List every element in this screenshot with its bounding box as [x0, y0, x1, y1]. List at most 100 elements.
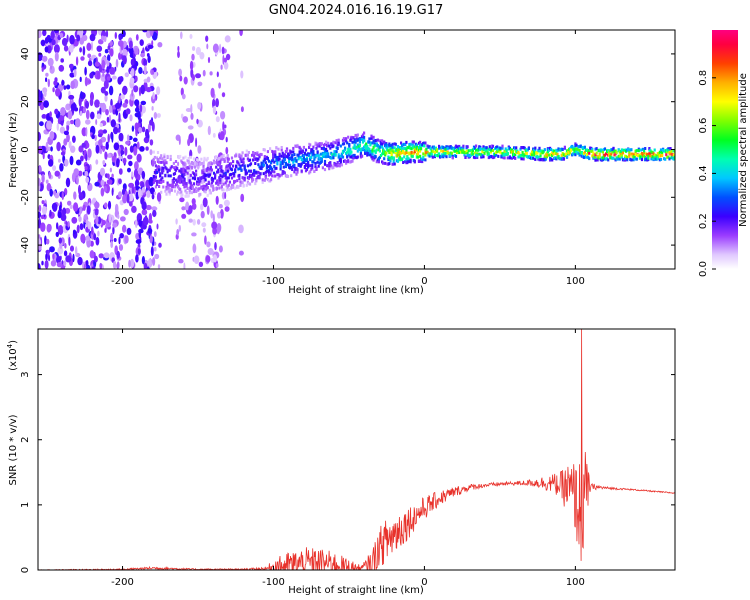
heatmap-cell: [180, 87, 184, 96]
heatmap-cell: [316, 150, 319, 154]
heatmap-cell: [41, 62, 45, 67]
heatmap-cell: [320, 157, 323, 161]
heatmap-cell: [391, 142, 394, 146]
heatmap-cell: [578, 148, 581, 152]
heatmap-cell: [107, 173, 110, 179]
heatmap-cell: [236, 179, 239, 183]
heatmap-cell: [661, 154, 664, 157]
heatmap-cell: [444, 147, 447, 151]
heatmap-cell: [75, 246, 78, 256]
heatmap-cell: [239, 164, 242, 168]
heatmap-cell: [195, 173, 198, 177]
heatmap-cell: [508, 156, 511, 160]
heatmap-cell: [45, 253, 48, 261]
heatmap-cell: [570, 148, 573, 152]
heatmap-cell: [544, 157, 547, 161]
heatmap-cell: [204, 187, 207, 191]
heatmap-cell: [346, 141, 349, 145]
heatmap-cell: [413, 150, 416, 154]
heatmap-cell: [72, 135, 76, 143]
heatmap-cell: [580, 151, 583, 155]
heatmap-cell: [419, 140, 422, 144]
heatmap-cell: [375, 148, 378, 152]
heatmap-cell: [70, 145, 76, 153]
heatmap-cell: [197, 158, 200, 162]
heatmap-cell: [54, 170, 60, 177]
heatmap-cell: [151, 70, 155, 75]
heatmap-cell: [462, 149, 465, 153]
heatmap-cell: [239, 183, 242, 187]
heatmap-cell: [283, 158, 286, 161]
heatmap-cell: [261, 178, 264, 182]
heatmap-cell: [626, 158, 629, 162]
heatmap-cell: [254, 182, 257, 186]
heatmap-cell: [227, 164, 230, 168]
heatmap-cell: [533, 150, 536, 154]
heatmap-cell: [344, 146, 347, 150]
heatmap-cell: [135, 239, 142, 245]
heatmap-cell: [243, 178, 246, 182]
heatmap-cell: [181, 206, 186, 211]
heatmap-cell: [591, 147, 594, 151]
heatmap-cell: [545, 153, 548, 157]
heatmap-cell: [104, 49, 109, 54]
heatmap-cell: [145, 204, 152, 211]
heatmap-cell: [445, 155, 448, 159]
heatmap-cell: [151, 106, 154, 111]
heatmap-cell: [552, 152, 555, 155]
heatmap-cell: [202, 184, 205, 188]
heatmap-cell: [67, 221, 70, 228]
heatmap-cell: [372, 135, 375, 139]
heatmap-cell: [447, 152, 450, 156]
heatmap-cell: [232, 164, 235, 168]
heatmap-cell: [179, 75, 183, 82]
heatmap-cell: [102, 76, 106, 81]
heatmap-cell: [181, 174, 184, 178]
heatmap-cell: [124, 235, 129, 244]
heatmap-cell: [94, 201, 100, 209]
heatmap-cell: [293, 170, 296, 174]
heatmap-cell: [466, 145, 469, 149]
heatmap-cell: [187, 194, 190, 198]
heatmap-cell: [238, 173, 241, 177]
heatmap-cell: [376, 144, 379, 147]
heatmap-cell: [562, 157, 565, 161]
heatmap-cell: [534, 146, 537, 150]
heatmap-cell: [358, 140, 361, 144]
heatmap-cell: [334, 141, 337, 145]
heatmap-cell: [279, 164, 282, 168]
heatmap-cell: [164, 189, 167, 193]
heatmap-cell: [225, 136, 228, 143]
heatmap-cell: [384, 153, 387, 157]
heatmap-cell: [158, 185, 161, 188]
heatmap-cell: [489, 148, 492, 152]
heatmap-cell: [224, 173, 227, 177]
heatmap-cell: [510, 156, 514, 160]
heatmap-cell: [276, 162, 279, 166]
heatmap-cell: [210, 162, 213, 166]
heatmap-cell: [240, 70, 244, 79]
heatmap-cell: [176, 183, 179, 187]
heatmap-cell: [155, 183, 159, 187]
heatmap-cell: [309, 164, 312, 168]
heatmap-cell: [241, 181, 244, 185]
heatmap-cell: [583, 150, 586, 154]
heatmap-cell: [205, 255, 211, 263]
heatmap-cell: [322, 147, 325, 150]
heatmap-cell: [139, 104, 143, 113]
heatmap-cell: [466, 152, 469, 155]
heatmap-cell: [317, 164, 320, 168]
heatmap-cell: [198, 261, 204, 267]
heatmap-cell: [127, 154, 133, 160]
heatmap-cell: [254, 162, 257, 165]
heatmap-cell: [204, 235, 207, 245]
heatmap-cell: [238, 224, 244, 234]
heatmap-cell: [46, 120, 53, 130]
heatmap-cell: [156, 113, 161, 118]
heatmap-cell: [336, 164, 339, 168]
heatmap-cell: [100, 179, 105, 187]
heatmap-cell: [616, 157, 619, 161]
heatmap-cell: [617, 154, 620, 158]
heatmap-cell: [44, 37, 49, 44]
heatmap-cell: [422, 155, 425, 159]
